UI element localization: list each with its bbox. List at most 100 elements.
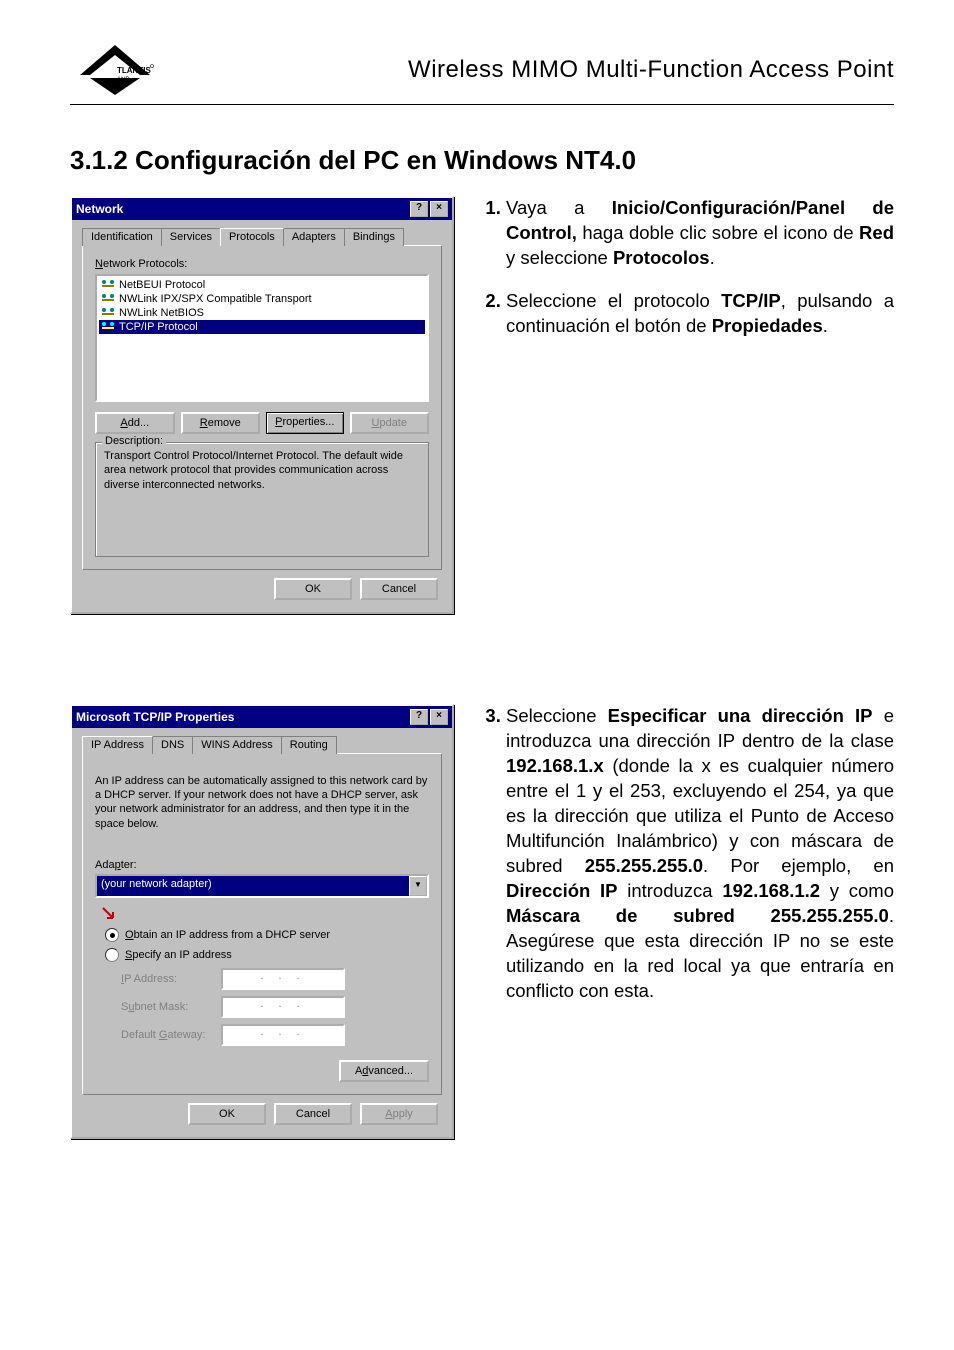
step-1: Vaya a Inicio/Configuración/Panel de Con… bbox=[506, 196, 894, 271]
t: Protocolos bbox=[613, 247, 710, 268]
radio-specify[interactable]: Specify an IP address bbox=[105, 948, 429, 962]
add-button[interactable]: Add... bbox=[95, 412, 175, 434]
protocol-icon bbox=[101, 279, 115, 291]
t: . bbox=[710, 247, 715, 268]
t: 192.168.1.2 bbox=[722, 880, 820, 901]
titlebar-buttons: ? × bbox=[410, 709, 448, 725]
update-button: Update bbox=[350, 412, 430, 434]
tab-identification[interactable]: Identification bbox=[82, 228, 162, 246]
tab-ipaddress[interactable]: IP Address bbox=[82, 736, 153, 754]
advanced-button[interactable]: Advanced... bbox=[339, 1060, 429, 1082]
remove-button[interactable]: Remove bbox=[181, 412, 261, 434]
protocols-label: Network Protocols: bbox=[95, 258, 429, 270]
page-root: TLANTIS AND Wireless MIMO Multi-Function… bbox=[0, 0, 954, 1209]
description-group: Description: Transport Control Protocol/… bbox=[95, 442, 429, 557]
t: Vaya a bbox=[506, 197, 612, 218]
subnet-label: Subnet Mask: bbox=[121, 1001, 221, 1013]
page-header: TLANTIS AND Wireless MIMO Multi-Function… bbox=[70, 40, 894, 105]
description-label: Description: bbox=[102, 435, 166, 447]
t: Propiedades bbox=[712, 315, 823, 336]
protocol-icon bbox=[101, 293, 115, 305]
tab-routing[interactable]: Routing bbox=[281, 736, 337, 754]
tcpip-title: Microsoft TCP/IP Properties bbox=[76, 710, 234, 724]
network-body: Identification Services Protocols Adapte… bbox=[72, 220, 452, 612]
list-item-label: NWLink IPX/SPX Compatible Transport bbox=[119, 293, 312, 305]
tcpip-titlebar: Microsoft TCP/IP Properties ? × bbox=[72, 706, 452, 728]
t: haga doble clic sobre el icono de bbox=[577, 222, 859, 243]
radio-obtain-label: Obtain an IP address from a DHCP server bbox=[125, 929, 330, 941]
radio-obtain[interactable]: Obtain an IP address from a DHCP server bbox=[105, 928, 429, 942]
step-3: Seleccione Especificar una dirección IP … bbox=[506, 704, 894, 1004]
t: 255.255.255.0 bbox=[585, 855, 703, 876]
cancel-button[interactable]: Cancel bbox=[274, 1103, 352, 1125]
t: . bbox=[823, 315, 828, 336]
tab-dns[interactable]: DNS bbox=[152, 736, 193, 754]
description-text: Transport Control Protocol/Internet Prot… bbox=[104, 449, 420, 492]
close-icon[interactable]: × bbox=[430, 201, 448, 217]
network-title: Network bbox=[76, 202, 123, 216]
t: y como bbox=[820, 880, 894, 901]
list-item-label: TCP/IP Protocol bbox=[119, 321, 198, 333]
adapter-label: Adapter: bbox=[95, 859, 429, 871]
help-icon[interactable]: ? bbox=[410, 201, 428, 217]
subnet-row: Subnet Mask: . . . bbox=[121, 996, 429, 1018]
brand-logo: TLANTIS AND bbox=[70, 40, 160, 100]
protocol-icon bbox=[101, 321, 115, 333]
list-item[interactable]: NWLink NetBIOS bbox=[99, 306, 425, 320]
tab-services[interactable]: Services bbox=[161, 228, 221, 246]
t: 192.168.1.x bbox=[506, 755, 604, 776]
svg-text:AND: AND bbox=[117, 77, 130, 83]
gateway-label: Default Gateway: bbox=[121, 1029, 221, 1041]
t: Especificar una dirección IP bbox=[608, 705, 873, 726]
section-title: 3.1.2 Configuración del PC en Windows NT… bbox=[70, 145, 894, 176]
tab-adapters[interactable]: Adapters bbox=[283, 228, 345, 246]
cancel-button[interactable]: Cancel bbox=[360, 578, 438, 600]
tab-bindings[interactable]: Bindings bbox=[344, 228, 404, 246]
gateway-input[interactable]: . . . bbox=[221, 1024, 345, 1046]
list-item[interactable]: TCP/IP Protocol bbox=[99, 320, 425, 334]
tab-wins[interactable]: WINS Address bbox=[192, 736, 282, 754]
t: Seleccione bbox=[506, 705, 608, 726]
network-dialog: Network ? × Identification Services Prot… bbox=[70, 196, 454, 614]
titlebar-buttons: ? × bbox=[410, 201, 448, 217]
protocols-button-row: Add... Remove Properties... Update bbox=[95, 412, 429, 434]
subnet-input[interactable]: . . . bbox=[221, 996, 345, 1018]
ipaddress-desc: An IP address can be automatically assig… bbox=[95, 774, 429, 831]
ok-button[interactable]: OK bbox=[188, 1103, 266, 1125]
list-item-label: NetBEUI Protocol bbox=[119, 279, 205, 291]
tcpip-tabs: IP Address DNS WINS Address Routing bbox=[82, 736, 442, 754]
t: . Por ejemplo, en bbox=[703, 855, 894, 876]
properties-button[interactable]: Properties... bbox=[266, 412, 344, 434]
radio-icon bbox=[105, 948, 119, 962]
list-item-label: NWLink NetBIOS bbox=[119, 307, 204, 319]
chevron-down-icon[interactable]: ▼ bbox=[409, 876, 427, 896]
radio-specify-label: Specify an IP address bbox=[125, 949, 232, 961]
instructions-block-2: Seleccione Especificar una dirección IP … bbox=[482, 704, 894, 1022]
adapter-value: (your network adapter) bbox=[97, 876, 409, 896]
t: introduzca bbox=[618, 880, 723, 901]
list-item[interactable]: NWLink IPX/SPX Compatible Transport bbox=[99, 292, 425, 306]
ip-input[interactable]: . . . bbox=[221, 968, 345, 990]
instructions-block-1: Vaya a Inicio/Configuración/Panel de Con… bbox=[482, 196, 894, 357]
network-tabs: Identification Services Protocols Adapte… bbox=[82, 228, 442, 246]
ok-button[interactable]: OK bbox=[274, 578, 352, 600]
radio-icon bbox=[105, 928, 119, 942]
arrow-icon bbox=[101, 906, 117, 922]
ip-row: IP Address: . . . bbox=[121, 968, 429, 990]
t: TCP/IP bbox=[721, 290, 781, 311]
network-titlebar: Network ? × bbox=[72, 198, 452, 220]
close-icon[interactable]: × bbox=[430, 709, 448, 725]
help-icon[interactable]: ? bbox=[410, 709, 428, 725]
ipaddress-panel: An IP address can be automatically assig… bbox=[82, 753, 442, 1095]
tab-protocols[interactable]: Protocols bbox=[220, 228, 284, 246]
protocol-icon bbox=[101, 307, 115, 319]
protocols-listbox[interactable]: NetBEUI Protocol NWLink IPX/SPX Compatib… bbox=[95, 274, 429, 402]
t: Red bbox=[859, 222, 894, 243]
apply-button: Apply bbox=[360, 1103, 438, 1125]
dialog2-bottom-buttons: OK Cancel Apply bbox=[82, 1095, 442, 1127]
advanced-row: Advanced... bbox=[95, 1060, 429, 1082]
adapter-combo[interactable]: (your network adapter) ▼ bbox=[95, 874, 429, 898]
list-item[interactable]: NetBEUI Protocol bbox=[99, 278, 425, 292]
dialog1-bottom-buttons: OK Cancel bbox=[82, 570, 442, 602]
t: Dirección IP bbox=[506, 880, 618, 901]
